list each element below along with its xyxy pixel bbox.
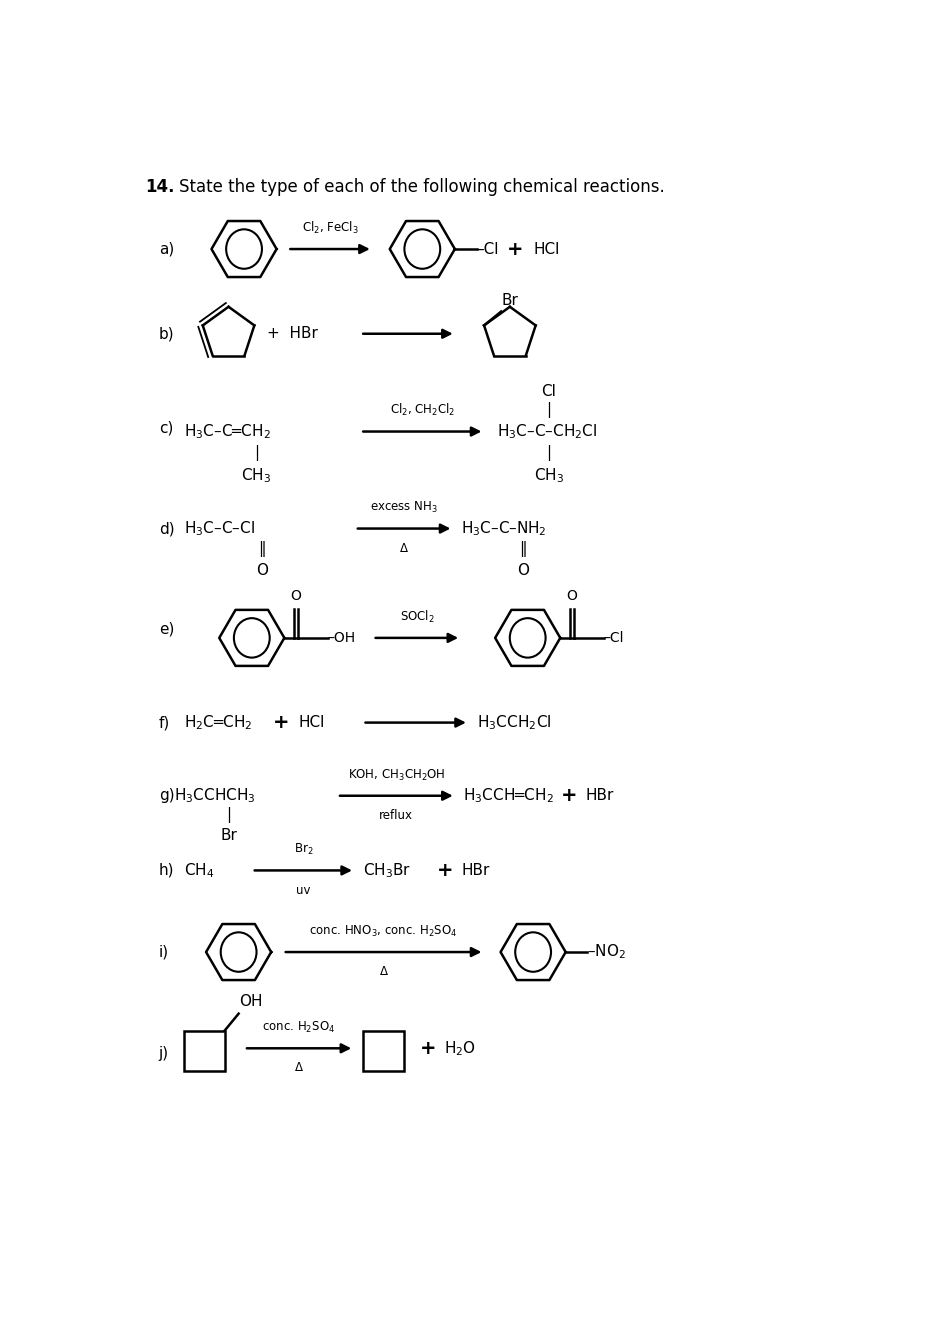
- Text: O: O: [256, 563, 268, 579]
- Text: ‖: ‖: [258, 542, 265, 558]
- Text: KOH, CH$_3$CH$_2$OH: KOH, CH$_3$CH$_2$OH: [348, 768, 446, 783]
- Text: O: O: [517, 563, 529, 579]
- Text: f): f): [159, 715, 170, 731]
- Text: Cl$_2$, FeCl$_3$: Cl$_2$, FeCl$_3$: [301, 220, 358, 236]
- Text: HBr: HBr: [461, 862, 489, 878]
- Text: HCl: HCl: [533, 241, 559, 257]
- Text: b): b): [159, 326, 174, 341]
- Text: H$_3$C–C–CH$_2$Cl: H$_3$C–C–CH$_2$Cl: [497, 422, 597, 441]
- Text: –OH: –OH: [328, 631, 356, 646]
- Text: SOCl$_2$: SOCl$_2$: [399, 608, 434, 624]
- Text: CH$_3$: CH$_3$: [534, 466, 564, 484]
- Text: +: +: [420, 1038, 437, 1058]
- Text: Br$_2$: Br$_2$: [294, 843, 313, 857]
- Text: |: |: [546, 402, 551, 418]
- Text: Δ: Δ: [379, 965, 388, 978]
- Text: ‖: ‖: [520, 542, 527, 558]
- Text: conc. HNO$_3$, conc. H$_2$SO$_4$: conc. HNO$_3$, conc. H$_2$SO$_4$: [309, 924, 458, 938]
- Text: H$_3$CCH$_2$Cl: H$_3$CCH$_2$Cl: [477, 713, 551, 732]
- Text: d): d): [159, 520, 174, 536]
- Text: –Cl: –Cl: [477, 241, 499, 257]
- Text: i): i): [159, 945, 169, 960]
- Text: CH$_3$: CH$_3$: [242, 466, 271, 484]
- Text: H$_2$C═CH$_2$: H$_2$C═CH$_2$: [184, 713, 253, 732]
- Text: H$_3$CCH═CH$_2$: H$_3$CCH═CH$_2$: [464, 787, 555, 805]
- Text: H$_3$C–C═CH$_2$: H$_3$C–C═CH$_2$: [184, 422, 271, 441]
- Text: +: +: [273, 713, 289, 732]
- Text: h): h): [159, 862, 174, 878]
- Text: OH: OH: [239, 994, 263, 1009]
- Text: Cl: Cl: [541, 383, 556, 399]
- Text: State the type of each of the following chemical reactions.: State the type of each of the following …: [179, 178, 665, 197]
- Text: a): a): [159, 241, 174, 257]
- Text: +: +: [437, 861, 454, 880]
- Text: O: O: [290, 590, 301, 603]
- Text: +: +: [507, 240, 523, 258]
- Text: excess NH$_3$: excess NH$_3$: [371, 500, 438, 515]
- Bar: [363, 1030, 404, 1070]
- Text: uv: uv: [296, 884, 311, 897]
- Text: Cl$_2$, CH$_2$Cl$_2$: Cl$_2$, CH$_2$Cl$_2$: [390, 402, 455, 418]
- Text: 14.: 14.: [146, 178, 175, 197]
- Text: e): e): [159, 622, 174, 636]
- Text: O: O: [567, 590, 577, 603]
- Text: Δ: Δ: [295, 1061, 303, 1074]
- Text: g): g): [159, 788, 174, 803]
- Text: CH$_4$: CH$_4$: [184, 861, 215, 880]
- Text: |: |: [254, 445, 259, 461]
- Text: –Cl: –Cl: [604, 631, 624, 646]
- Text: Br: Br: [220, 828, 237, 844]
- Text: H$_2$O: H$_2$O: [444, 1040, 476, 1058]
- Text: H$_3$C–C–NH$_2$: H$_3$C–C–NH$_2$: [461, 519, 547, 538]
- Text: reflux: reflux: [379, 809, 413, 821]
- Text: Br: Br: [501, 293, 519, 309]
- Text: |: |: [546, 445, 551, 461]
- Text: CH$_3$Br: CH$_3$Br: [363, 861, 410, 880]
- Text: Δ: Δ: [400, 542, 408, 555]
- Text: |: |: [226, 807, 231, 823]
- Text: +: +: [561, 787, 577, 805]
- Text: –NO$_2$: –NO$_2$: [588, 942, 627, 961]
- Text: HCl: HCl: [299, 715, 324, 731]
- Text: HBr: HBr: [585, 788, 613, 803]
- Text: conc. H$_2$SO$_4$: conc. H$_2$SO$_4$: [263, 1020, 336, 1036]
- Text: H$_3$CCHCH$_3$: H$_3$CCHCH$_3$: [174, 787, 256, 805]
- Text: j): j): [159, 1046, 169, 1061]
- Bar: [184, 1030, 225, 1070]
- Text: c): c): [159, 421, 173, 435]
- Text: +  HBr: + HBr: [267, 326, 319, 341]
- Text: H$_3$C–C–Cl: H$_3$C–C–Cl: [184, 519, 255, 538]
